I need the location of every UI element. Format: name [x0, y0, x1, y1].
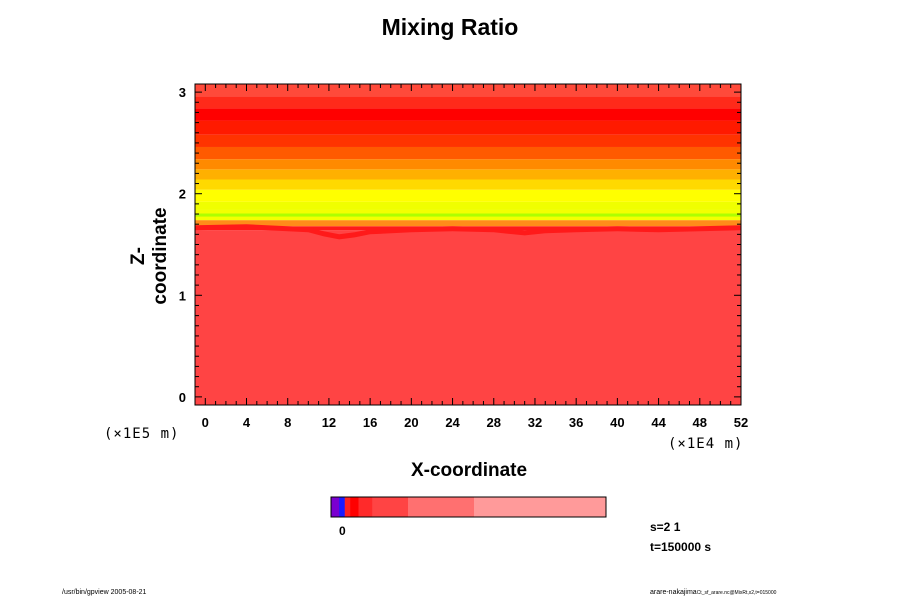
x-tick-label: 16	[363, 415, 377, 430]
footer-author: arare-nakajima	[650, 589, 697, 596]
heatmap-layer-4	[195, 201, 741, 210]
colorbar-segment-0	[331, 497, 340, 517]
t-label: t=150000 s	[650, 540, 712, 554]
footer-left: /usr/bin/gpview 2005-08-21	[62, 589, 147, 596]
y-axis-title: Z-coordinate	[128, 207, 171, 305]
x-tick-label: 32	[528, 415, 542, 430]
s-label: s=2 1	[650, 520, 681, 534]
colorbar-segment-5	[372, 497, 409, 517]
colorbar-label: 0	[339, 524, 346, 538]
colorbar	[330, 496, 607, 518]
y-tick-label: 0	[179, 390, 186, 405]
colorbar-segment-6	[408, 497, 475, 517]
heatmap-layer-10	[195, 134, 741, 147]
colorbar-segment-7	[474, 497, 607, 517]
x-tick-label: 40	[610, 415, 624, 430]
x-tick-label: 0	[202, 415, 209, 430]
x-unit-label: (×1E4 m)	[668, 436, 744, 452]
x-tick-label: 52	[734, 415, 748, 430]
y-tick-label: 3	[179, 85, 186, 100]
colorbar-segment-3	[350, 497, 359, 517]
colorbar-segment-4	[358, 497, 373, 517]
colorbar-frame	[330, 496, 607, 518]
heatmap-layer-2	[195, 220, 741, 227]
heatmap-layer-0	[195, 230, 741, 405]
y-tick-label: 2	[179, 187, 186, 202]
heatmap-layer-5	[195, 189, 741, 202]
chart-title: Mixing Ratio	[381, 14, 519, 40]
colorbar-segment-1	[339, 497, 346, 517]
x-tick-label: 20	[404, 415, 418, 430]
green-band	[195, 213, 741, 217]
boundary-layer	[195, 224, 741, 240]
heatmap-layer-8	[195, 159, 741, 170]
footer-file: Ct_sf_arare.nc@MixRt,x2,t=015000	[696, 590, 777, 596]
x-tick-label: 44	[651, 415, 666, 430]
x-tick-label: 4	[243, 415, 251, 430]
x-tick-label: 28	[487, 415, 501, 430]
heatmap-layer-13	[195, 96, 741, 109]
plot-area	[195, 84, 741, 405]
heatmap-layer-12	[195, 108, 741, 121]
y-tick-label: 1	[179, 288, 186, 303]
z-unit-label: (×1E5 m)	[104, 426, 180, 442]
footer-right: arare-nakajimaCt_sf_arare.nc@MixRt,x2,t=…	[650, 589, 776, 596]
heatmap-layer-14	[195, 84, 741, 97]
x-tick-label: 36	[569, 415, 583, 430]
x-tick-label: 48	[693, 415, 707, 430]
x-tick-label: 8	[284, 415, 291, 430]
heatmap-layer-11	[195, 120, 741, 135]
plot-overlays	[195, 213, 741, 240]
heatmap-layer-9	[195, 146, 741, 160]
x-tick-label: 12	[322, 415, 336, 430]
x-axis-title: X-coordinate	[410, 460, 528, 481]
heatmap-layer-7	[195, 169, 741, 180]
x-tick-label: 24	[445, 415, 460, 430]
heatmap-layer-6	[195, 179, 741, 190]
colorbar-segment-2	[344, 497, 351, 517]
